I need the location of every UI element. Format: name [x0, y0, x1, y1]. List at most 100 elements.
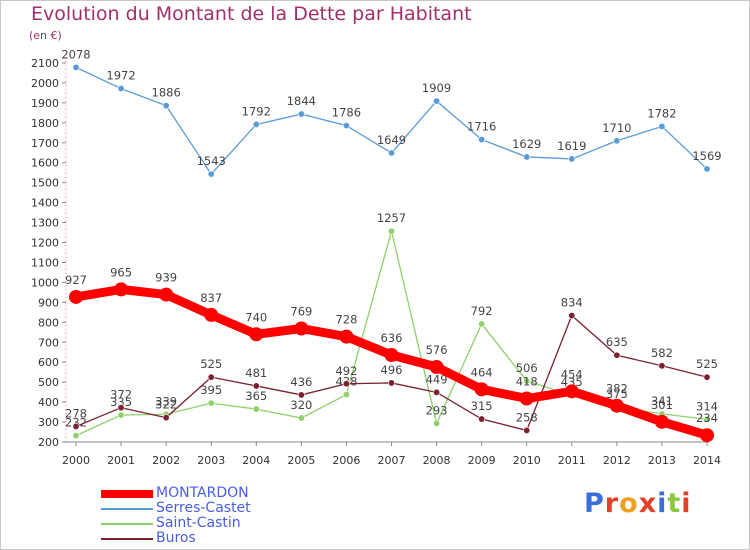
y-tick-label: 1200 [31, 237, 59, 250]
data-point-buros [207, 373, 215, 381]
data-label-saint-castin: 395 [200, 383, 222, 397]
data-point-serres-castet [613, 137, 621, 145]
data-label-buros: 492 [335, 364, 357, 378]
data-point-montardon [564, 384, 579, 399]
data-point-montardon [69, 289, 83, 304]
data-point-saint-castin [342, 391, 350, 399]
data-label-serres-castet: 1782 [647, 106, 676, 120]
y-tick-label: 600 [38, 356, 59, 369]
data-label-montardon: 965 [110, 265, 132, 279]
proxiti-logo: Proxiti [584, 488, 692, 519]
y-tick-label: 300 [38, 416, 59, 429]
data-point-serres-castet [117, 85, 125, 93]
data-label-serres-castet: 1909 [422, 81, 451, 95]
y-tick-label: 1300 [31, 217, 59, 230]
data-label-buros: 278 [65, 406, 87, 420]
data-point-saint-castin [117, 411, 125, 419]
data-label-buros: 496 [381, 363, 403, 377]
x-tick-label: 2005 [287, 454, 315, 467]
x-tick-label: 2002 [152, 454, 180, 467]
data-label-buros: 582 [651, 346, 673, 360]
y-tick-label: 1800 [31, 117, 59, 130]
y-tick-label: 900 [38, 296, 59, 309]
data-label-saint-castin: 792 [471, 304, 493, 318]
data-label-saint-castin: 320 [290, 398, 312, 412]
logo-letter: P [584, 488, 605, 519]
data-label-saint-castin: 435 [561, 375, 583, 389]
data-point-buros [433, 388, 441, 396]
data-label-saint-castin: 314 [696, 399, 718, 413]
legend-label-serres-castet: Serres-Castet [156, 500, 251, 516]
data-point-serres-castet [207, 170, 215, 178]
data-point-saint-castin [252, 405, 260, 413]
data-label-buros: 372 [110, 388, 132, 402]
data-label-buros: 834 [561, 296, 583, 310]
data-label-saint-castin: 293 [426, 403, 448, 417]
x-tick-label: 2001 [107, 454, 135, 467]
data-label-saint-castin: 335 [110, 395, 132, 409]
y-tick-label: 1600 [31, 157, 59, 170]
data-label-serres-castet: 1786 [332, 106, 361, 120]
x-tick-label: 2010 [513, 454, 541, 467]
legend-item-montardon: MONTARDON [101, 486, 361, 501]
x-tick-label: 2004 [242, 454, 270, 467]
chart-subtitle: (en €) [29, 29, 62, 42]
data-point-buros [613, 351, 621, 359]
legend-label-saint-castin: Saint-Castin [156, 515, 241, 531]
data-label-montardon: 576 [426, 343, 448, 357]
legend-swatch-saint-castin [101, 523, 153, 525]
data-point-buros [117, 404, 125, 412]
data-label-buros: 436 [290, 375, 312, 389]
data-label-montardon: 301 [651, 398, 673, 412]
x-tick-label: 2013 [648, 454, 676, 467]
data-label-buros: 315 [471, 399, 493, 413]
data-point-serres-castet [252, 120, 260, 128]
data-point-buros [703, 373, 711, 381]
logo-letter: o [619, 488, 639, 519]
data-label-serres-castet: 1792 [242, 104, 271, 118]
data-point-buros [342, 380, 350, 388]
data-label-montardon: 769 [290, 304, 312, 318]
data-label-buros: 449 [426, 372, 448, 386]
x-tick-label: 2003 [197, 454, 225, 467]
logo-letter: i [681, 488, 692, 519]
data-point-montardon [384, 348, 399, 363]
data-label-saint-castin: 1257 [377, 211, 406, 225]
data-point-saint-castin [72, 432, 80, 440]
data-point-montardon [700, 428, 714, 443]
data-label-montardon: 927 [65, 273, 87, 287]
legend-label-montardon: MONTARDON [156, 485, 249, 501]
legend-label-buros: Buros [156, 530, 196, 546]
x-tick-label: 2007 [378, 454, 406, 467]
x-tick-label: 2012 [603, 454, 631, 467]
legend-item-serres-castet: Serres-Castet [101, 501, 361, 516]
data-point-saint-castin [703, 415, 711, 423]
data-point-montardon [519, 391, 534, 406]
data-label-buros: 635 [606, 335, 628, 349]
data-label-buros: 525 [696, 357, 718, 371]
data-label-buros: 481 [245, 366, 267, 380]
legend: MONTARDON Serres-Castet Saint-Castin Buros [101, 486, 361, 546]
data-label-serres-castet: 1886 [152, 86, 181, 100]
data-point-saint-castin [523, 377, 531, 385]
y-tick-label: 1500 [31, 177, 59, 190]
data-point-montardon [429, 359, 444, 374]
y-tick-label: 500 [38, 376, 59, 389]
x-tick-label: 2011 [558, 454, 586, 467]
logo-letter: r [604, 488, 620, 519]
data-label-montardon: 636 [381, 331, 403, 345]
data-point-montardon [204, 307, 219, 322]
data-point-buros [658, 362, 666, 370]
data-label-saint-castin: 506 [516, 361, 538, 375]
data-label-buros: 322 [155, 398, 177, 412]
data-point-serres-castet [297, 110, 305, 118]
x-tick-label: 2009 [468, 454, 496, 467]
y-tick-label: 1900 [31, 97, 59, 110]
data-label-saint-castin: 365 [245, 389, 267, 403]
y-tick-label: 1400 [31, 197, 59, 210]
y-tick-label: 2100 [31, 57, 59, 70]
legend-swatch-serres-castet [101, 508, 153, 510]
y-tick-label: 1100 [31, 256, 59, 269]
data-label-montardon: 740 [245, 310, 267, 324]
